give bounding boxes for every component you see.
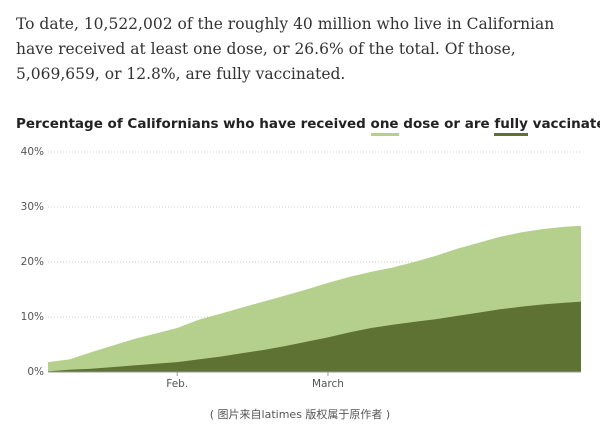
title-fully-highlight: fully xyxy=(494,116,528,136)
image-caption: ( 图片来自latimes 版权属于原作者 ) xyxy=(209,408,391,421)
title-one-dose-highlight: one xyxy=(370,116,399,136)
title-suffix: vaccinated xyxy=(532,116,600,132)
x-tick-label: March xyxy=(312,378,344,390)
title-prefix: Percentage of Californians who have rece… xyxy=(16,116,371,132)
area-series-fully xyxy=(48,301,581,372)
intro-paragraph: To date, 10,522,002 of the roughly 40 mi… xyxy=(16,15,555,83)
x-tick-label: Feb. xyxy=(166,378,188,390)
chart-title: Percentage of Californians who have rece… xyxy=(16,116,600,136)
y-tick-label: 40% xyxy=(21,146,44,158)
vaccination-area-chart: 0% 10% 20% 30% 40% Feb. March xyxy=(21,146,581,390)
title-middle: dose or are xyxy=(398,116,495,132)
y-tick-label: 20% xyxy=(21,256,44,268)
y-tick-label: 0% xyxy=(27,366,44,378)
y-tick-label: 30% xyxy=(21,201,44,213)
y-tick-label: 10% xyxy=(21,311,44,323)
